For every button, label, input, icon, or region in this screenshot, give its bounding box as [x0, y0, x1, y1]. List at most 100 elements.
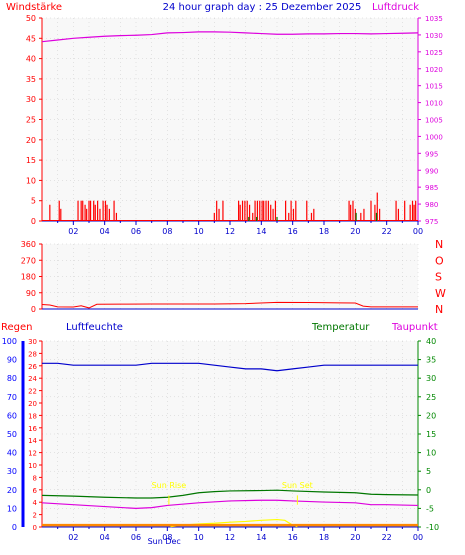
temperature-tick-label: 5 [426, 467, 431, 476]
sun-annotation: Sun Rise [152, 481, 187, 490]
panel3-xtick-label: 02 [68, 533, 78, 542]
rain-tick-label: 6 [33, 487, 38, 495]
panel1-left-tick-label: 45 [26, 34, 36, 43]
panel3-xtick-label: 10 [194, 533, 204, 542]
temperature-tick-label: 15 [426, 430, 436, 439]
panel3-xtick-label: 12 [225, 533, 235, 542]
panel1-right-tick-label: 1030 [425, 32, 443, 40]
rain-tick-label: 26 [28, 363, 37, 371]
panel1-left-tick-label: 25 [26, 116, 36, 125]
humidity-tick-label: 20 [7, 486, 17, 495]
humidity-tick-label: 90 [7, 356, 17, 365]
panel1-xtick-label: 04 [100, 227, 110, 236]
dewpoint-line [41, 499, 419, 510]
panel3-xtick-label: 18 [319, 533, 329, 542]
panel3-xtick-label: 04 [100, 533, 110, 542]
panel1-left-tick-label: 5 [31, 197, 36, 206]
panel1-right-tick-label: 1025 [425, 49, 443, 57]
rain-tick-label: 10 [28, 462, 37, 470]
temperature-tick-label: 25 [426, 393, 436, 402]
rain-tick-label: 20 [28, 400, 37, 408]
panel2-left-tick-label: 270 [21, 256, 36, 265]
panel1-right-tick-label: 995 [425, 150, 438, 158]
rain-tick-label: 24 [28, 375, 37, 383]
panel3-xtick-label: 08 [162, 533, 172, 542]
panel2-left-tick-label: 180 [21, 273, 36, 282]
humidity-tick-label: 40 [7, 449, 17, 458]
panel1-xtick-label: 06 [131, 227, 141, 236]
humidity-tick-label: 0 [12, 523, 17, 532]
panel2-direction-label: N [435, 238, 443, 251]
humidity-tick-label: 70 [7, 393, 17, 402]
panel1-xtick-label: 02 [68, 227, 78, 236]
panel1-xtick-label: 10 [194, 227, 204, 236]
panel3-xtick-label: 16 [288, 533, 298, 542]
rain-tick-label: 16 [28, 425, 37, 433]
panel1-xtick-label: 14 [256, 227, 266, 236]
temperature-tick-label: 10 [426, 449, 436, 458]
rain-title: Regen [1, 322, 33, 333]
pressure-line [41, 31, 419, 43]
humidity-tick-label: 10 [7, 504, 17, 513]
humidity-tick-label: 100 [2, 337, 17, 346]
panel3-xtick-label: 14 [256, 533, 266, 542]
humidity-tick-label: 30 [7, 467, 17, 476]
temperature-tick-label: 0 [426, 486, 431, 495]
panel2-direction-label: S [435, 271, 442, 284]
chart-title: 24 hour graph day : 25 Dezember 2025 [163, 2, 362, 13]
panel1-xtick-label: 16 [288, 227, 298, 236]
panel1-right-tick-label: 990 [425, 167, 438, 175]
panel1-right-tick-label: 1020 [425, 66, 443, 74]
panel1-left-tick-label: 15 [26, 156, 36, 165]
panel3-xtick-label: 00 [413, 533, 423, 542]
humidity-tick-label: 60 [7, 411, 17, 420]
panel1-xtick-label: 08 [162, 227, 172, 236]
panel1-right-tick-label: 975 [425, 218, 438, 226]
humidity-tick-label: 80 [7, 374, 17, 383]
temperature-tick-label: 35 [426, 356, 436, 365]
panel1-xtick-label: 22 [382, 227, 392, 236]
temperature-tick-label: -5 [426, 504, 434, 513]
rain-tick-label: 0 [33, 524, 37, 532]
temperature-tick-label: -10 [426, 523, 439, 532]
wind-title: Windstärke [6, 2, 62, 13]
dewpoint-title: Taupunkt [391, 322, 438, 333]
panel1-xtick-label: 18 [319, 227, 329, 236]
humidity-title: Luftfeuchte [66, 322, 123, 333]
rain-tick-label: 30 [28, 338, 37, 346]
sun-annotation: Sun Set [282, 481, 313, 490]
panel1-left-tick-label: 30 [26, 95, 36, 104]
humidity-line [42, 362, 418, 372]
panel2-left-tick-label: 90 [26, 289, 36, 298]
temperature-tick-label: 40 [426, 337, 436, 346]
panel1-right-tick-label: 1015 [425, 83, 443, 91]
panel1-left-tick-label: 50 [26, 14, 36, 23]
temperature-tick-label: 20 [426, 411, 436, 420]
panel1-left-tick-label: 40 [26, 55, 36, 64]
panel3-xtick-label: 06 [131, 533, 141, 542]
panel1-right-tick-label: 1005 [425, 117, 443, 125]
panel1-xtick-label: 00 [413, 227, 423, 236]
panel1-left-tick-label: 20 [26, 136, 36, 145]
panel3-xtick-label: 22 [382, 533, 392, 542]
panel1-xtick-label: 20 [350, 227, 360, 236]
temperature-title: Temperatur [311, 322, 370, 333]
panel1-right-tick-label: 1035 [425, 15, 443, 23]
panel2-left-tick-label: 0 [31, 305, 36, 314]
rain-tick-label: 18 [28, 412, 37, 420]
panel1-left-tick-label: 35 [26, 75, 36, 84]
panel3-xtick-label: 20 [350, 533, 360, 542]
panel2-direction-label: W [435, 287, 446, 300]
panel1-right-tick-label: 980 [425, 201, 438, 209]
panel1-left-tick-label: 0 [31, 217, 36, 226]
pressure-title: Luftdruck [372, 2, 419, 13]
rain-tick-label: 22 [28, 388, 37, 396]
panel1-left-tick-label: 10 [26, 176, 36, 185]
sun-dec-label: Sun Dec [148, 537, 181, 546]
panel1-right-tick-label: 1000 [425, 133, 443, 141]
panel1-right-tick-label: 1010 [425, 100, 443, 108]
panel2-direction-label: N [435, 303, 443, 316]
temperature-line [41, 489, 419, 499]
